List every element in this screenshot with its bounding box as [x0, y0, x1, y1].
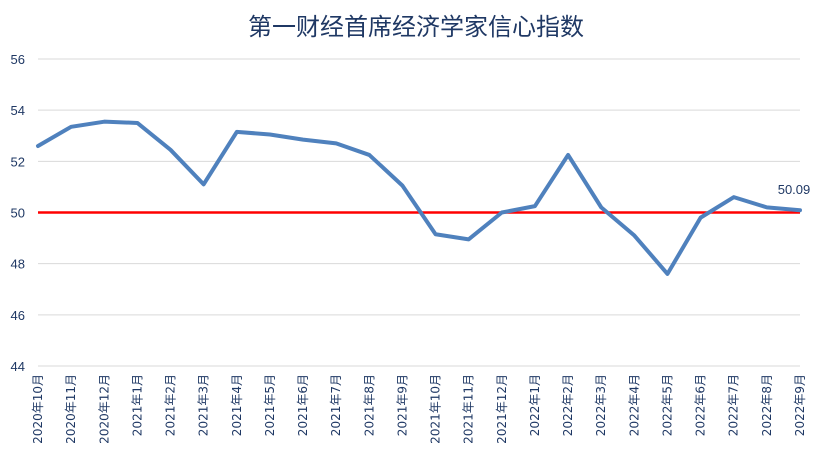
x-tick-label: 2021年1月 [130, 374, 144, 436]
x-tick-label: 2022年5月 [660, 374, 674, 436]
x-tick-label: 2022年6月 [694, 374, 708, 436]
x-tick-label: 2021年10月 [429, 374, 443, 444]
y-tick-label: 48 [11, 257, 25, 272]
x-tick-label: 2022年4月 [627, 374, 641, 436]
x-tick-label: 2021年4月 [230, 374, 244, 436]
x-tick-label: 2020年10月 [31, 374, 45, 444]
x-tick-label: 2022年7月 [727, 374, 741, 436]
y-axis-ticks: 44 46 48 50 52 54 56 [11, 52, 25, 374]
chart-title: 第一财经首席经济学家信心指数 [248, 13, 584, 41]
series-line [36, 119, 802, 276]
x-tick-label: 2022年1月 [528, 374, 542, 436]
y-tick-label: 56 [11, 52, 25, 67]
data-label: 50.09 [778, 182, 811, 197]
data-label-layer: 50.09 [778, 182, 811, 197]
series-layer [36, 119, 802, 276]
x-tick-label: 2022年2月 [561, 374, 575, 436]
y-tick-label: 50 [11, 206, 25, 221]
x-tick-label: 2020年12月 [97, 374, 111, 444]
x-tick-label: 2022年8月 [760, 374, 774, 436]
x-tick-label: 2021年11月 [462, 374, 476, 444]
x-tick-label: 2021年5月 [263, 374, 277, 436]
y-tick-label: 46 [11, 308, 25, 323]
x-tick-label: 2020年11月 [64, 374, 78, 444]
x-tick-label: 2022年3月 [594, 374, 608, 436]
y-tick-label: 44 [11, 359, 25, 374]
x-tick-label: 2022年9月 [793, 374, 807, 436]
x-tick-label: 2021年3月 [197, 374, 211, 436]
x-tick-label: 2021年2月 [164, 374, 178, 436]
x-tick-label: 2021年6月 [296, 374, 310, 436]
y-tick-label: 54 [11, 103, 25, 118]
x-tick-label: 2021年12月 [495, 374, 509, 444]
x-tick-label: 2021年8月 [362, 374, 376, 436]
y-tick-label: 52 [11, 154, 25, 169]
x-axis-ticks: 2020年10月 2020年11月 2020年12月 2021年1月 2021年2月 20… [31, 374, 807, 444]
x-tick-label: 2021年7月 [329, 374, 343, 436]
x-tick-label: 2021年9月 [395, 374, 409, 436]
